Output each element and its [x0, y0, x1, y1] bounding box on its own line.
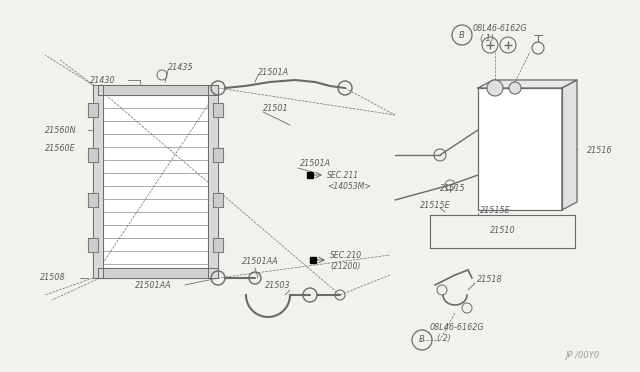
Text: B: B	[419, 336, 425, 344]
Text: (21200): (21200)	[330, 262, 360, 270]
Text: JP /00Y0: JP /00Y0	[565, 350, 599, 359]
Circle shape	[214, 196, 222, 204]
Text: 08L46-6162G: 08L46-6162G	[430, 324, 484, 333]
Text: 21515E: 21515E	[480, 205, 511, 215]
Text: 21508: 21508	[40, 273, 66, 282]
Circle shape	[487, 80, 503, 96]
Text: 21503: 21503	[265, 280, 291, 289]
Circle shape	[89, 196, 97, 204]
Polygon shape	[213, 148, 223, 162]
Polygon shape	[213, 238, 223, 252]
Text: 21560E: 21560E	[45, 144, 76, 153]
Text: 21501A: 21501A	[300, 158, 331, 167]
Polygon shape	[478, 88, 562, 210]
Polygon shape	[213, 103, 223, 117]
Text: 21430: 21430	[90, 76, 116, 84]
Text: ( 2): ( 2)	[437, 334, 451, 343]
Text: 21435: 21435	[168, 62, 194, 71]
Circle shape	[509, 82, 521, 94]
Text: B: B	[459, 31, 465, 39]
Text: 21560N: 21560N	[45, 125, 77, 135]
Polygon shape	[88, 148, 98, 162]
Text: 21515: 21515	[440, 183, 466, 192]
Circle shape	[89, 151, 97, 159]
Circle shape	[89, 241, 97, 249]
Text: 21501A: 21501A	[258, 67, 289, 77]
Text: 21501AA: 21501AA	[242, 257, 278, 266]
Polygon shape	[88, 238, 98, 252]
Circle shape	[214, 151, 222, 159]
Text: 21518: 21518	[477, 276, 502, 285]
Polygon shape	[100, 90, 215, 275]
Text: <14053M>: <14053M>	[327, 182, 371, 190]
Polygon shape	[88, 193, 98, 207]
Polygon shape	[208, 85, 218, 278]
Polygon shape	[98, 85, 218, 95]
Polygon shape	[478, 80, 577, 88]
Polygon shape	[98, 268, 218, 278]
Text: 21510: 21510	[490, 225, 516, 234]
Text: 21516: 21516	[587, 145, 612, 154]
Polygon shape	[213, 193, 223, 207]
Circle shape	[214, 241, 222, 249]
Circle shape	[89, 106, 97, 114]
Text: 08L46-6162G: 08L46-6162G	[473, 23, 527, 32]
Text: SEC.211: SEC.211	[327, 170, 359, 180]
Text: ( 1): ( 1)	[480, 33, 494, 42]
Polygon shape	[93, 85, 103, 278]
Polygon shape	[88, 103, 98, 117]
Text: SEC.210: SEC.210	[330, 250, 362, 260]
Text: 21501AA: 21501AA	[135, 280, 172, 289]
Text: 21515E: 21515E	[420, 201, 451, 209]
Text: 21501: 21501	[263, 103, 289, 112]
Polygon shape	[562, 80, 577, 210]
Circle shape	[214, 106, 222, 114]
